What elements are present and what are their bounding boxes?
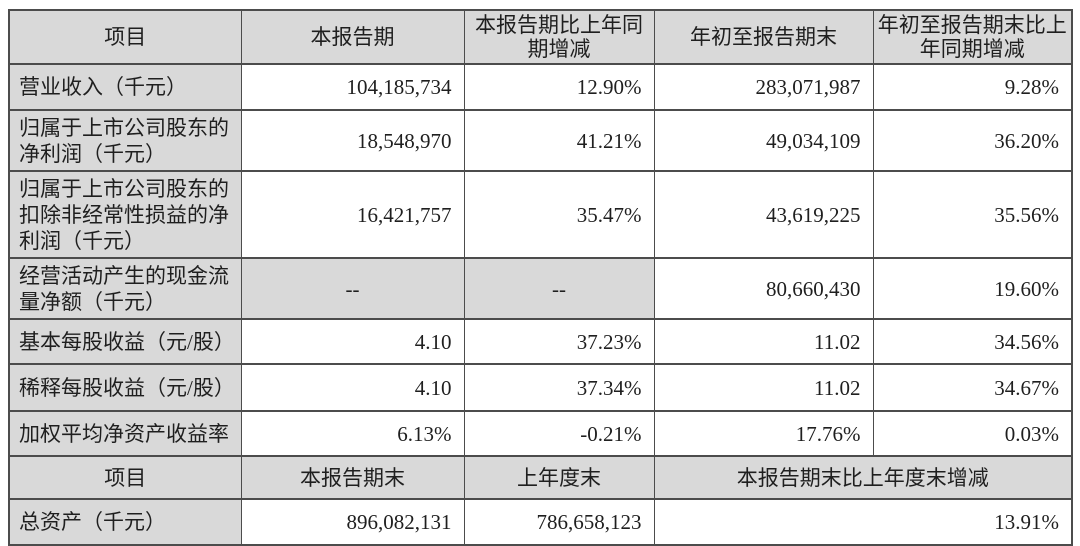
row-label: 稀释每股收益（元/股） <box>8 363 242 412</box>
main-rows: 营业收入（千元） 104,185,734 12.90% 283,071,987 9.28… <box>8 63 1073 457</box>
row-label: 营业收入（千元） <box>8 63 242 111</box>
cell-current-yoy: 37.23% <box>463 318 655 365</box>
cell-current-period: -- <box>240 257 465 320</box>
cell-current-yoy: 35.47% <box>463 170 655 259</box>
cell-ytd-yoy: 34.67% <box>872 363 1073 412</box>
table-row: 归属于上市公司股东的扣除非经常性损益的净利润（千元） 16,421,757 35.4… <box>8 170 1073 259</box>
header-row-assets: 项目 本报告期末 上年度末 本报告期末比上年度末增减 <box>8 455 1073 500</box>
cell-ytd-yoy: 34.56% <box>872 318 1073 365</box>
header-current-yoy: 本报告期比上年同期增减 <box>463 9 655 65</box>
header-item-2: 项目 <box>8 455 242 500</box>
header-change-vs-prev-year-end: 本报告期末比上年度末增减 <box>653 455 1073 500</box>
cell-ytd: 11.02 <box>653 318 874 365</box>
table-row: 经营活动产生的现金流量净额（千元） -- -- 80,660,430 19.60% <box>8 257 1073 320</box>
cell-current-yoy: -0.21% <box>463 410 655 457</box>
cell-current-yoy: 41.21% <box>463 109 655 172</box>
row-label: 归属于上市公司股东的净利润（千元） <box>8 109 242 172</box>
cell-ytd: 11.02 <box>653 363 874 412</box>
cell-period-end: 896,082,131 <box>240 498 465 546</box>
cell-current-period: 16,421,757 <box>240 170 465 259</box>
cell-ytd: 283,071,987 <box>653 63 874 111</box>
table-row: 基本每股收益（元/股） 4.10 37.23% 11.02 34.56% <box>8 318 1073 365</box>
cell-current-yoy: 37.34% <box>463 363 655 412</box>
cell-ytd-yoy: 19.60% <box>872 257 1073 320</box>
row-label: 加权平均净资产收益率 <box>8 410 242 457</box>
cell-prev-year-end: 786,658,123 <box>463 498 655 546</box>
cell-current-period: 4.10 <box>240 318 465 365</box>
cell-ytd-yoy: 9.28% <box>872 63 1073 111</box>
cell-ytd: 49,034,109 <box>653 109 874 172</box>
row-label: 总资产（千元） <box>8 498 242 546</box>
cell-ytd: 43,619,225 <box>653 170 874 259</box>
header-period-end: 本报告期末 <box>240 455 465 500</box>
row-label: 归属于上市公司股东的扣除非经常性损益的净利润（千元） <box>8 170 242 259</box>
cell-current-yoy: 12.90% <box>463 63 655 111</box>
cell-ytd: 80,660,430 <box>653 257 874 320</box>
cell-current-period: 6.13% <box>240 410 465 457</box>
table-row: 营业收入（千元） 104,185,734 12.90% 283,071,987 9.28… <box>8 63 1073 111</box>
financial-summary-table: 项目 本报告期 本报告期比上年同期增减 年初至报告期末 年初至报告期末比上年同期… <box>8 9 1073 546</box>
cell-ytd-yoy: 0.03% <box>872 410 1073 457</box>
table-row: 稀释每股收益（元/股） 4.10 37.34% 11.02 34.67% <box>8 363 1073 412</box>
header-ytd-yoy: 年初至报告期末比上年同期增减 <box>872 9 1073 65</box>
table-row: 总资产（千元） 896,082,131 786,658,123 13.91% <box>8 498 1073 546</box>
assets-rows: 总资产（千元） 896,082,131 786,658,123 13.91% <box>8 498 1073 546</box>
header-ytd: 年初至报告期末 <box>653 9 874 65</box>
cell-ytd-yoy: 35.56% <box>872 170 1073 259</box>
cell-ytd: 17.76% <box>653 410 874 457</box>
row-label: 经营活动产生的现金流量净额（千元） <box>8 257 242 320</box>
cell-current-period: 18,548,970 <box>240 109 465 172</box>
header-row-period: 项目 本报告期 本报告期比上年同期增减 年初至报告期末 年初至报告期末比上年同期… <box>8 9 1073 65</box>
table-row: 加权平均净资产收益率 6.13% -0.21% 17.76% 0.03% <box>8 410 1073 457</box>
header-item: 项目 <box>8 9 242 65</box>
row-label: 基本每股收益（元/股） <box>8 318 242 365</box>
cell-ytd-yoy: 36.20% <box>872 109 1073 172</box>
cell-current-period: 104,185,734 <box>240 63 465 111</box>
cell-current-yoy: -- <box>463 257 655 320</box>
cell-change: 13.91% <box>653 498 1073 546</box>
header-current-period: 本报告期 <box>240 9 465 65</box>
cell-current-period: 4.10 <box>240 363 465 412</box>
header-prev-year-end: 上年度末 <box>463 455 655 500</box>
table-row: 归属于上市公司股东的净利润（千元） 18,548,970 41.21% 49,034,… <box>8 109 1073 172</box>
